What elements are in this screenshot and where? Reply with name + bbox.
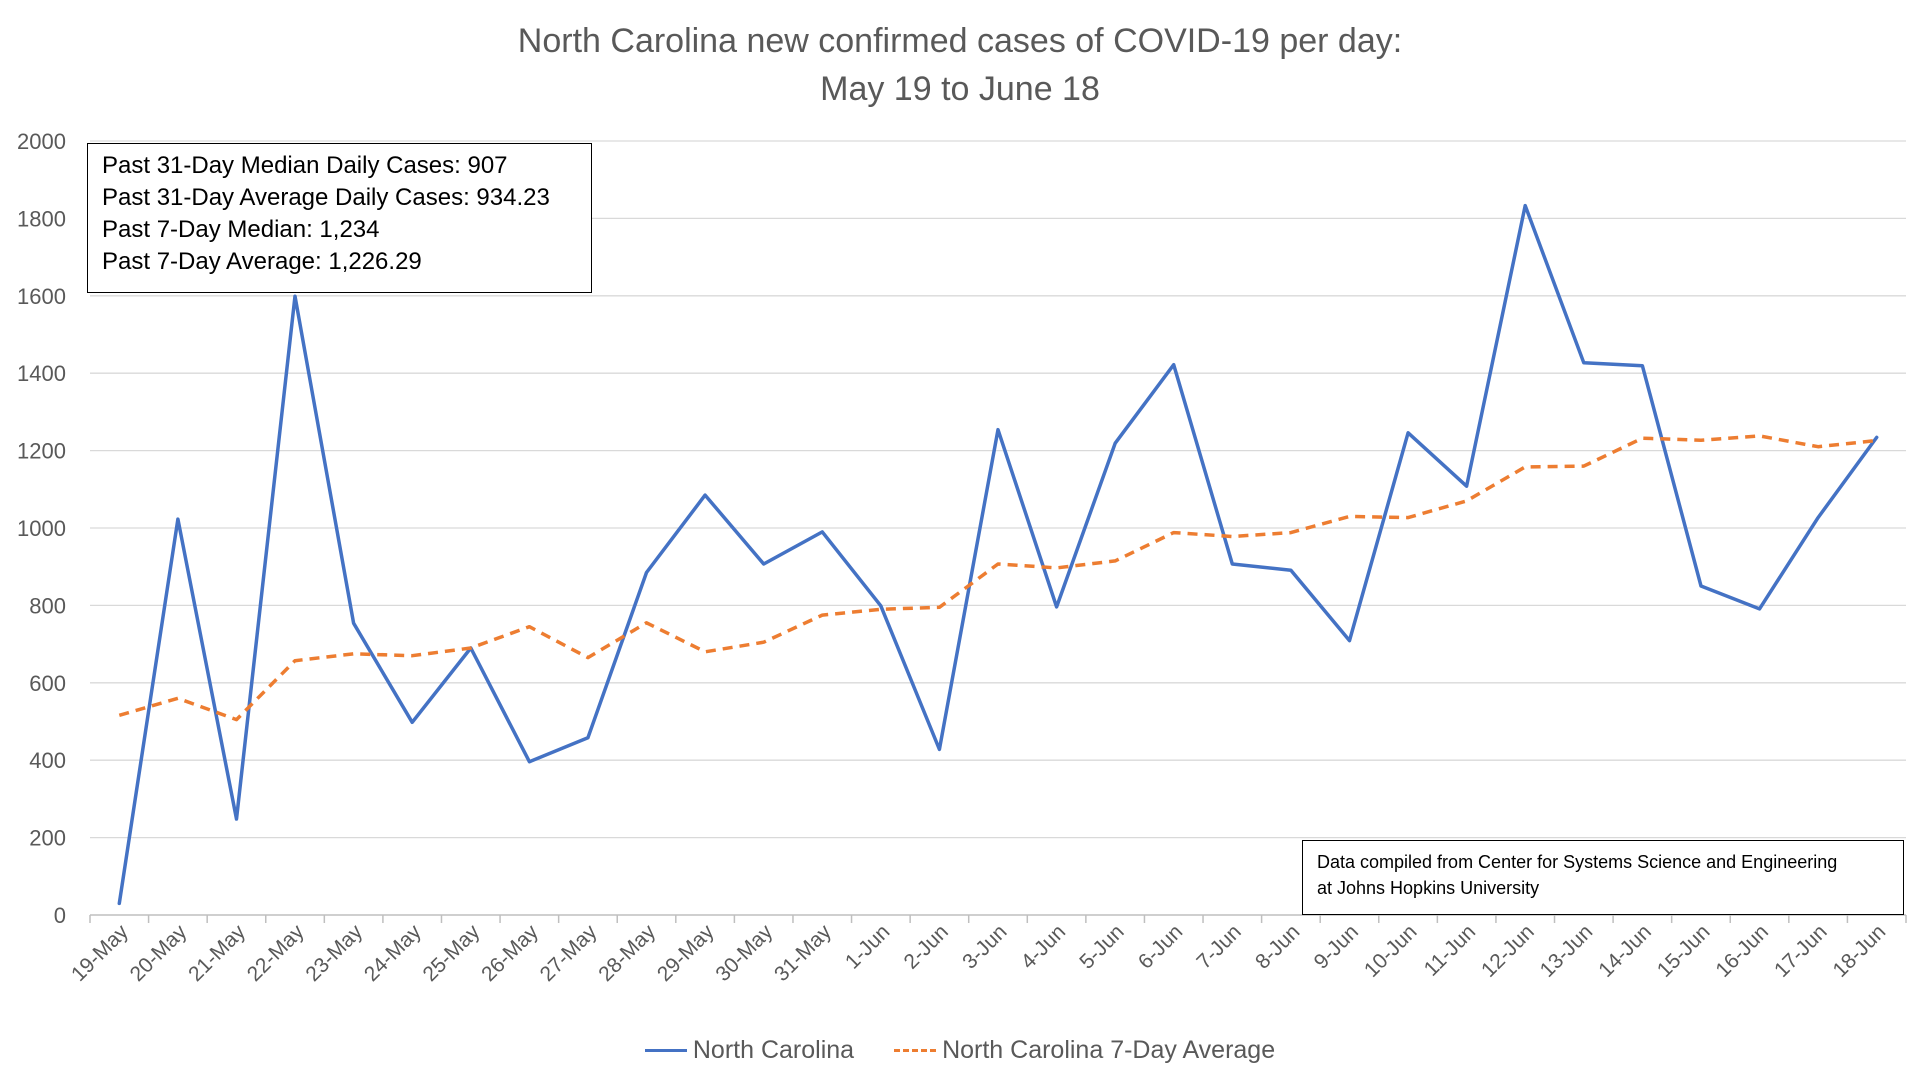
x-tick-label: 4-Jun [1017, 920, 1070, 973]
series-lines [117, 203, 1879, 906]
legend-item-7day-average: North Carolina 7-Day Average [894, 1036, 1275, 1065]
x-tick-label: 12-Jun [1477, 920, 1539, 982]
x-tick-label: 1-Jun [841, 920, 894, 973]
chart-title: North Carolina new confirmed cases of CO… [517, 22, 1403, 60]
legend-swatch-dashed [894, 1048, 937, 1052]
x-tick-label: 14-Jun [1594, 920, 1656, 982]
x-tick-label: 24-May [360, 920, 426, 986]
gridlines [90, 140, 1906, 839]
y-tick-label: 1400 [17, 361, 66, 386]
x-tick-labels: 19-May20-May21-May22-May23-May24-May25-M… [67, 920, 1890, 986]
x-tick-label: 9-Jun [1310, 920, 1363, 973]
x-tick-label: 30-May [711, 920, 777, 986]
legend: North Carolina North Carolina 7-Day Aver… [0, 1030, 1920, 1070]
source-annotation-box: Data compiled from Center for Systems Sc… [1302, 840, 1904, 915]
x-tick-label: 8-Jun [1251, 920, 1304, 973]
legend-label-north-carolina: North Carolina [692, 1035, 855, 1064]
y-tick-label: 0 [54, 903, 66, 928]
stats-annotation-box: Past 31-Day Median Daily Cases: 907 Past… [87, 143, 592, 293]
x-tick-label: 21-May [184, 920, 250, 986]
x-tick-label: 7-Jun [1192, 920, 1245, 973]
chart-subtitle: May 19 to June 18 [820, 70, 1100, 108]
x-tick-label: 11-Jun [1420, 920, 1481, 981]
x-tick-label: 22-May [243, 920, 309, 986]
legend-item-north-carolina: North Carolina [644, 1035, 855, 1065]
y-tick-labels: 0 200 400 600 800 1000 1200 1400 1600 1800 2000 [17, 129, 66, 928]
x-tick-label: 6-Jun [1134, 920, 1187, 973]
x-tick-label: 18-Jun [1829, 920, 1891, 982]
y-tick-label: 200 [29, 826, 66, 851]
y-tick-label: 1000 [17, 516, 66, 541]
x-tick-label: 16-Jun [1711, 920, 1773, 982]
x-tick-label: 29-May [653, 920, 719, 986]
y-tick-label: 800 [29, 593, 66, 618]
legend-swatch-solid [644, 1048, 687, 1052]
stat-7day-average: Past 7-Day Average: 1,226.29 [102, 248, 422, 275]
x-tick-label: 5-Jun [1075, 920, 1128, 973]
series-line-north-carolina [117, 203, 1879, 906]
y-tick-label: 600 [29, 671, 66, 696]
stat-7day-median: Past 7-Day Median: 1,234 [102, 216, 380, 243]
source-line-2: at Johns Hopkins University [1317, 878, 1540, 898]
x-tick-label: 20-May [126, 920, 192, 986]
x-tick-label: 28-May [594, 920, 660, 986]
y-tick-label: 1200 [17, 439, 66, 464]
x-tick-label: 25-May [419, 920, 485, 986]
x-tick-label: 26-May [477, 920, 543, 986]
x-tick-label: 27-May [536, 920, 602, 986]
y-tick-label: 400 [29, 748, 66, 773]
x-tick-label: 31-May [770, 920, 836, 986]
x-tick-label: 13-Jun [1536, 920, 1598, 982]
stat-31day-average: Past 31-Day Average Daily Cases: 934.23 [102, 184, 550, 211]
x-tick-label: 2-Jun [900, 920, 953, 973]
series-line-7day-average [118, 434, 1877, 722]
source-line-1: Data compiled from Center for Systems Sc… [1317, 852, 1838, 872]
y-tick-label: 2000 [17, 129, 66, 154]
x-tick-label: 19-May [67, 920, 133, 986]
y-tick-label: 1800 [17, 206, 66, 231]
legend-label-7day-average: North Carolina 7-Day Average [942, 1035, 1276, 1064]
x-tick-label: 17-Jun [1770, 920, 1832, 982]
axes [89, 914, 1907, 923]
x-tick-label: 3-Jun [958, 920, 1011, 973]
y-tick-label: 1600 [17, 284, 66, 309]
stat-31day-median: Past 31-Day Median Daily Cases: 907 [102, 152, 508, 179]
x-tick-label: 23-May [301, 920, 367, 986]
x-tick-label: 15-Jun [1653, 920, 1715, 982]
x-tick-label: 10-Jun [1360, 920, 1422, 982]
